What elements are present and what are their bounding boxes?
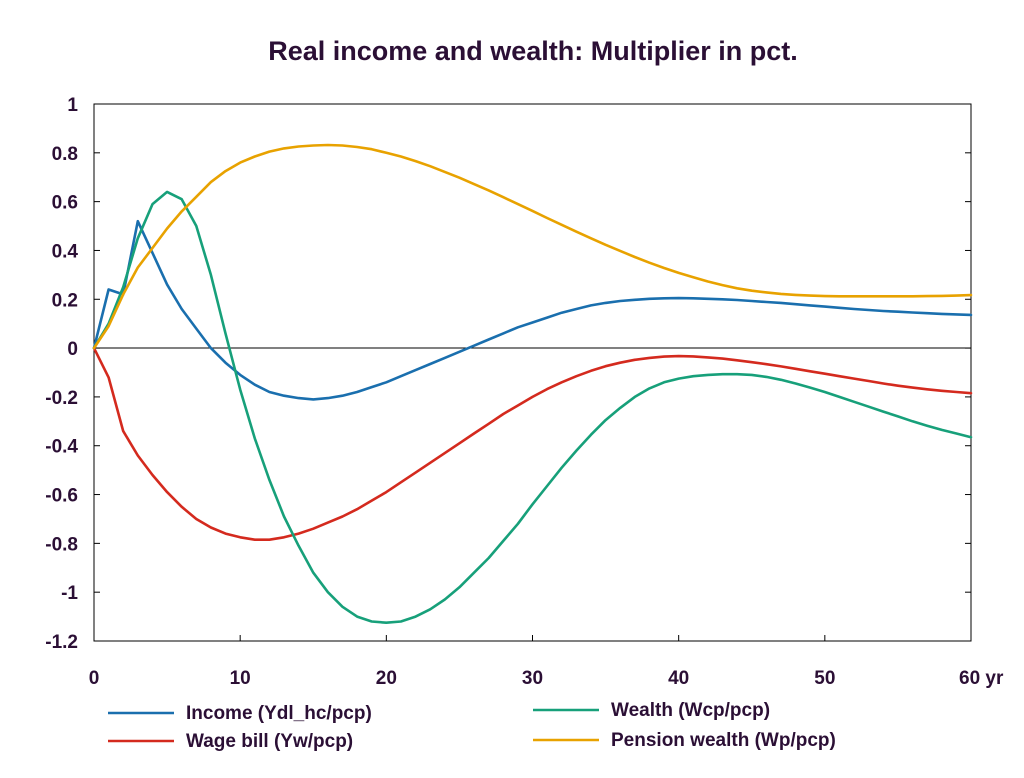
legend-label: Wealth (Wcp/pcp)	[611, 700, 770, 721]
x-tick-label: 20	[376, 668, 397, 689]
y-tick-label: 0.2	[52, 290, 78, 311]
x-tick-label: 50	[814, 668, 835, 689]
y-tick-label: -1	[61, 583, 78, 604]
x-tick-label: 10	[230, 668, 251, 689]
y-tick-label: 0.8	[52, 144, 78, 165]
legend-label: Wage bill (Yw/pcp)	[186, 731, 353, 752]
x-tick-label: 40	[668, 668, 689, 689]
legend: Income (Ydl_hc/pcp) Wage bill (Yw/pcp) Wea…	[108, 700, 836, 752]
series-line-3	[92, 143, 973, 350]
x-tick-label: 30	[522, 668, 543, 689]
legend-label: Income (Ydl_hc/pcp)	[186, 703, 372, 724]
y-tick-label: 0.4	[52, 241, 79, 262]
series-line-2	[92, 190, 973, 625]
y-tick-label: -0.2	[45, 388, 78, 409]
chart-title: Real income and wealth: Multiplier in pc…	[268, 36, 798, 66]
x-tick-label: 60 yr	[959, 668, 1004, 689]
x-axis: 0 10 20 30 40 50 60 yr	[89, 635, 1004, 689]
series-line-0	[92, 219, 973, 401]
y-tick-label: 0	[67, 339, 78, 360]
legend-label: Pension wealth (Wp/pcp)	[611, 730, 836, 751]
plot-series	[92, 143, 973, 625]
plot-frame	[93, 103, 972, 642]
y-axis: 1 0.8 0.6 0.4 0.2 0 -0.2 -0.4 -0.6 -0.8 -1 -1.2	[45, 95, 971, 653]
y-tick-label: -1.2	[45, 632, 78, 653]
y-tick-label: 0.6	[52, 193, 78, 214]
y-tick-label: -0.6	[45, 486, 78, 507]
y-tick-label: -0.4	[45, 437, 78, 458]
y-tick-label: -0.8	[45, 534, 78, 555]
series-line-1	[92, 346, 973, 542]
y-tick-label: 1	[67, 95, 78, 116]
x-tick-label: 0	[89, 668, 100, 689]
